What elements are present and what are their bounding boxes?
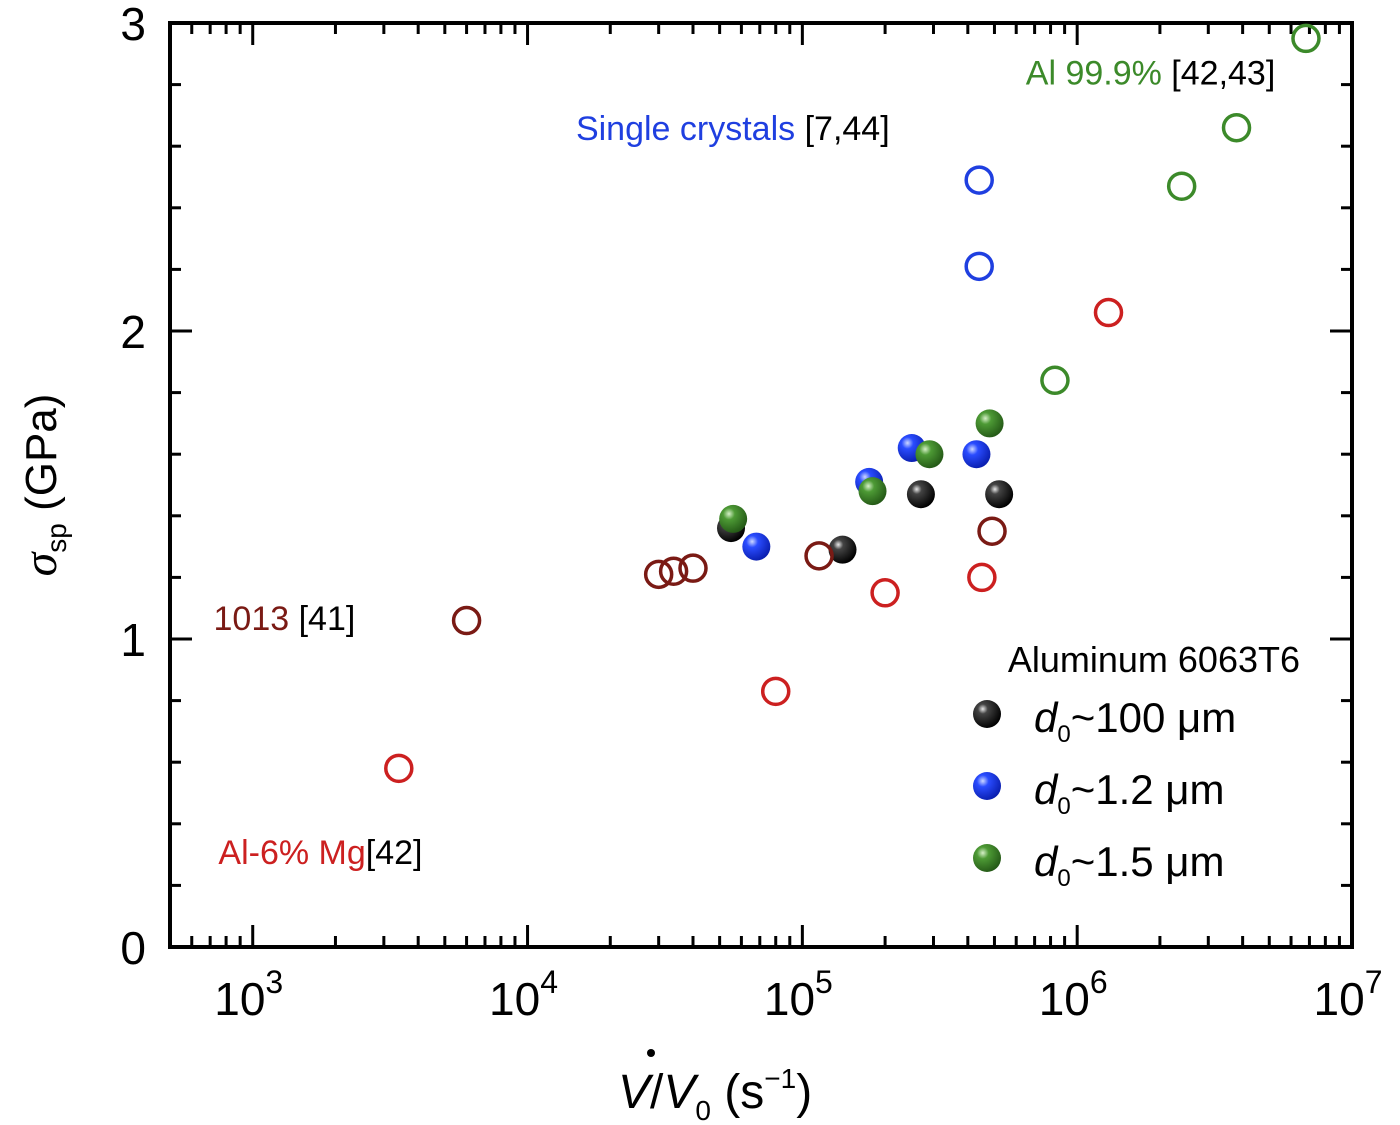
y-tick-label: 1: [120, 614, 146, 666]
open-point: [1040, 365, 1070, 396]
x-tick-label: 105: [764, 964, 833, 1025]
y-axis-label: σsp (GPa): [14, 394, 72, 577]
open-point: [1093, 297, 1124, 328]
open-point: [384, 753, 414, 784]
svg-text:V/V0 (s−1): V/V0 (s−1): [618, 1063, 812, 1125]
legend-item: d0~1.5 μm: [1034, 838, 1225, 892]
filled-point: [915, 440, 944, 469]
x-tick-label: 104: [489, 964, 558, 1025]
y-tick-label: 2: [120, 306, 146, 358]
filled-point: [719, 504, 748, 533]
y-tick-label: 3: [120, 0, 146, 50]
filled-point: [742, 532, 771, 561]
y-tick-label: 0: [120, 922, 146, 974]
open-point: [977, 516, 1007, 546]
annotation-mg: Al-6% Mg[42]: [218, 834, 422, 872]
open-point: [658, 556, 689, 586]
open-point: [760, 676, 791, 707]
annotation-al999: Al 99.9% [42,43]: [1026, 55, 1276, 93]
filled-point: [906, 480, 935, 509]
filled-point: [975, 409, 1004, 438]
x-tick-label: 107: [1314, 964, 1383, 1025]
annotation-single: Single crystals [7,44]: [576, 110, 890, 148]
legend-title: Aluminum 6063T6: [1008, 639, 1300, 680]
legend-marker: [973, 772, 1001, 800]
data-points: [384, 23, 1321, 784]
open-point: [804, 541, 834, 571]
legend-marker: [973, 844, 1001, 872]
filled-point: [828, 535, 857, 564]
legend: Aluminum 6063T6 d0~100 μm d0~1.2 μm d0~1.5…: [973, 639, 1300, 892]
legend-item: d0~1.2 μm: [1034, 766, 1225, 820]
open-point: [1291, 23, 1321, 54]
open-point: [451, 605, 482, 636]
open-point: [1221, 112, 1252, 143]
plot-frame: [168, 21, 1354, 949]
open-point: [678, 553, 708, 583]
filled-point: [962, 440, 991, 469]
x-axis-label: V/V0 (s−1): [618, 1049, 812, 1125]
annotation-m1013: 1013 [41]: [214, 600, 356, 638]
open-point: [1166, 171, 1197, 201]
open-point: [964, 251, 994, 282]
legend-marker: [973, 700, 1001, 728]
y-tick-labels: 0 1 2 3: [120, 0, 146, 974]
open-point: [643, 559, 674, 590]
x-tick-label: 103: [214, 964, 283, 1025]
legend-item: d0~100 μm: [1034, 694, 1236, 748]
annotations: Single crystals [7,44] Al 99.9% [42,43] 10…: [214, 55, 1276, 872]
open-point: [870, 578, 900, 608]
x-tick-labels: 103 104 105 106 107: [214, 964, 1382, 1025]
open-point: [967, 562, 997, 593]
filled-point: [985, 480, 1014, 509]
filled-point: [858, 477, 887, 506]
x-tick-label: 106: [1039, 964, 1108, 1025]
open-point: [964, 165, 994, 195]
